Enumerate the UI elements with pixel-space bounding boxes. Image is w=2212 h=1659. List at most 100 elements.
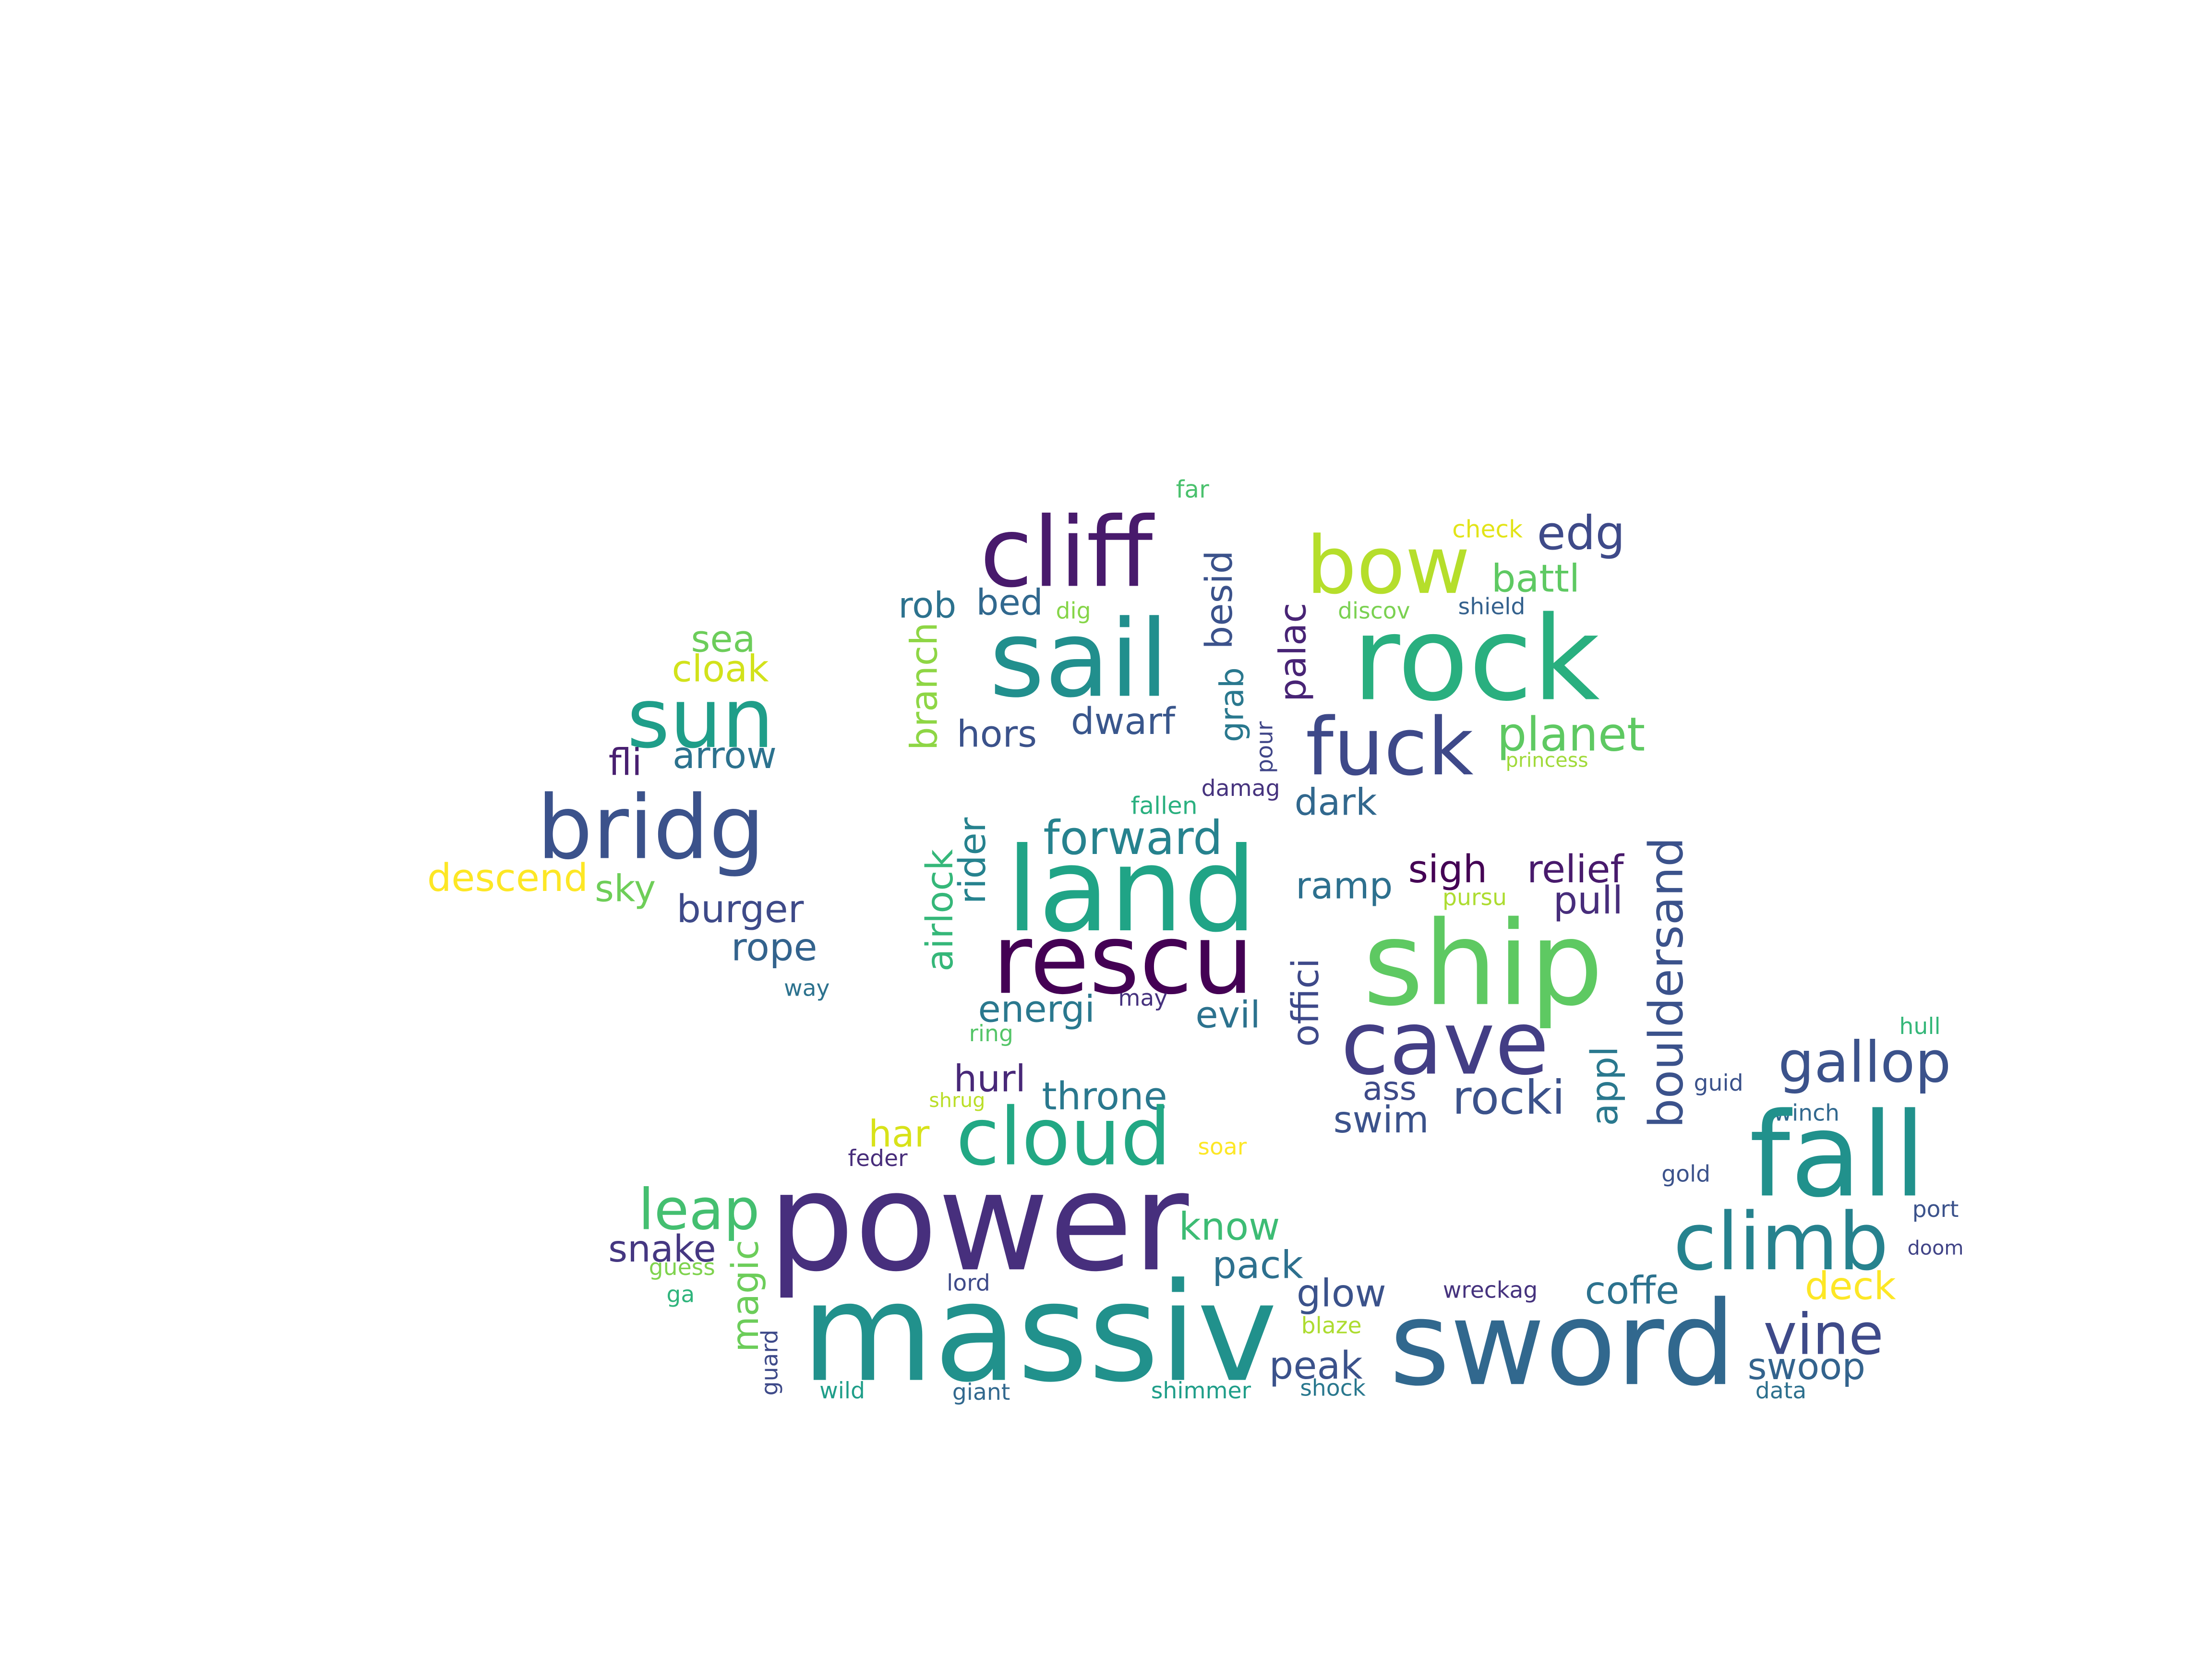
cloud-word-besid: besid bbox=[1198, 550, 1241, 649]
cloud-word-glow: glow bbox=[1297, 1271, 1386, 1315]
cloud-word-rider: rider bbox=[951, 817, 994, 904]
cloud-word-pursu: pursu bbox=[1443, 884, 1507, 911]
cloud-word-bed: bed bbox=[976, 582, 1043, 623]
cloud-word-magic: magic bbox=[724, 1240, 767, 1352]
cloud-word-pour: pour bbox=[1251, 721, 1278, 773]
cloud-word-shrug: shrug bbox=[929, 1089, 985, 1112]
cloud-word-blaze: blaze bbox=[1301, 1312, 1362, 1339]
cloud-word-ship: ship bbox=[1363, 897, 1603, 1032]
cloud-word-shield: shield bbox=[1458, 594, 1526, 620]
cloud-word-hors: hors bbox=[957, 713, 1037, 756]
cloud-word-princess: princess bbox=[1506, 748, 1588, 771]
cloud-word-may: may bbox=[1118, 985, 1167, 1011]
cloud-word-fall: fall bbox=[1749, 1088, 1926, 1223]
cloud-word-ga: ga bbox=[666, 1281, 695, 1308]
cloud-word-shock: shock bbox=[1300, 1375, 1366, 1401]
cloud-word-dark: dark bbox=[1295, 781, 1377, 824]
cloud-word-lord: lord bbox=[947, 1270, 990, 1297]
cloud-word-leap: leap bbox=[638, 1177, 760, 1243]
cloud-word-energi: energi bbox=[978, 988, 1095, 1031]
cloud-word-far: far bbox=[1176, 475, 1209, 504]
cloud-word-ring: ring bbox=[969, 1021, 1013, 1047]
cloud-word-evil: evil bbox=[1195, 994, 1260, 1036]
cloud-word-rock: rock bbox=[1352, 592, 1600, 727]
cloud-word-cliff: cliff bbox=[980, 497, 1155, 609]
cloud-word-discov: discov bbox=[1338, 598, 1410, 625]
cloud-word-port: port bbox=[1912, 1196, 1959, 1223]
cloud-word-sail: sail bbox=[989, 598, 1169, 721]
cloud-word-data: data bbox=[1755, 1378, 1806, 1404]
cloud-word-bow: bow bbox=[1306, 519, 1470, 612]
cloud-word-airlock: airlock bbox=[919, 849, 962, 971]
cloud-word-pull: pull bbox=[1553, 878, 1623, 923]
cloud-word-swim: swim bbox=[1334, 1099, 1429, 1142]
cloud-word-doom: doom bbox=[1907, 1236, 1963, 1259]
cloud-word-massiv: massiv bbox=[801, 1254, 1277, 1412]
cloud-word-ass: ass bbox=[1363, 1070, 1417, 1108]
cloud-word-shimmer: shimmer bbox=[1151, 1378, 1251, 1404]
cloud-word-swoop: swoop bbox=[1747, 1346, 1865, 1388]
cloud-word-rope: rope bbox=[731, 925, 817, 970]
cloud-word-battl: battl bbox=[1491, 556, 1580, 601]
cloud-word-dig: dig bbox=[1056, 598, 1091, 625]
cloud-word-arrow: arrow bbox=[673, 734, 777, 777]
cloud-word-climb: climb bbox=[1673, 1196, 1889, 1288]
cloud-word-sigh: sigh bbox=[1408, 847, 1487, 891]
cloud-word-vine: vine bbox=[1763, 1301, 1883, 1368]
cloud-word-way: way bbox=[784, 975, 830, 1001]
cloud-word-hurl: hurl bbox=[954, 1058, 1026, 1100]
cloud-word-cave: cave bbox=[1341, 993, 1549, 1095]
cloud-word-descend: descend bbox=[427, 855, 588, 900]
cloud-word-winch: winch bbox=[1773, 1100, 1839, 1126]
cloud-word-soar: soar bbox=[1198, 1134, 1247, 1160]
cloud-word-damag: damag bbox=[1202, 775, 1280, 802]
cloud-word-dwarf: dwarf bbox=[1071, 700, 1176, 743]
cloud-word-deck: deck bbox=[1805, 1264, 1896, 1309]
cloud-word-sky: sky bbox=[595, 868, 656, 911]
cloud-word-guard: guard bbox=[757, 1330, 783, 1395]
cloud-word-fuck: fuck bbox=[1306, 701, 1474, 793]
cloud-word-relief: relief bbox=[1527, 847, 1624, 891]
cloud-word-sun: sun bbox=[627, 671, 774, 767]
cloud-word-guid: guid bbox=[1694, 1070, 1743, 1096]
cloud-word-planet: planet bbox=[1497, 708, 1646, 762]
cloud-word-rocki: rocki bbox=[1453, 1070, 1565, 1125]
cloud-word-cloak: cloak bbox=[672, 648, 769, 691]
cloud-word-edg: edg bbox=[1537, 506, 1625, 560]
cloud-word-grab: grab bbox=[1213, 667, 1251, 742]
cloud-word-snake: snake bbox=[608, 1228, 716, 1271]
cloud-word-coffe: coffe bbox=[1585, 1268, 1680, 1312]
cloud-word-palac: palac bbox=[1272, 603, 1314, 702]
cloud-word-pack: pack bbox=[1212, 1242, 1303, 1287]
cloud-word-gallop: gallop bbox=[1778, 1029, 1951, 1095]
cloud-word-know: know bbox=[1179, 1204, 1280, 1249]
cloud-word-wild: wild bbox=[819, 1378, 865, 1404]
cloud-word-power: power bbox=[768, 1143, 1190, 1301]
cloud-word-hull: hull bbox=[1899, 1013, 1940, 1040]
cloud-word-guess: guess bbox=[649, 1254, 715, 1281]
cloud-word-sword: sword bbox=[1389, 1276, 1736, 1412]
cloud-word-har: har bbox=[868, 1113, 930, 1156]
cloud-word-forward: forward bbox=[1043, 811, 1223, 865]
cloud-word-ramp: ramp bbox=[1296, 865, 1393, 908]
cloud-word-appl: appl bbox=[1584, 1046, 1626, 1126]
cloud-word-branch: branch bbox=[903, 622, 946, 750]
cloud-word-rob: rob bbox=[898, 585, 956, 626]
cloud-word-gold: gold bbox=[1661, 1161, 1710, 1187]
cloud-word-burger: burger bbox=[676, 887, 804, 931]
cloud-word-rescu: rescu bbox=[992, 904, 1253, 1016]
cloud-word-cloud: cloud bbox=[956, 1091, 1171, 1183]
cloud-word-giant: giant bbox=[952, 1379, 1010, 1406]
cloud-word-fallen: fallen bbox=[1131, 791, 1198, 819]
cloud-word-offici: offici bbox=[1285, 958, 1327, 1047]
cloud-word-peak: peak bbox=[1269, 1343, 1363, 1388]
cloud-word-fli: fli bbox=[609, 742, 642, 784]
cloud-word-throne: throne bbox=[1042, 1074, 1167, 1118]
cloud-word-land: land bbox=[1006, 823, 1257, 958]
cloud-word-wreckag: wreckag bbox=[1443, 1277, 1538, 1303]
cloud-word-sea: sea bbox=[691, 618, 755, 661]
cloud-word-check: check bbox=[1452, 515, 1523, 543]
cloud-word-bridg: bridg bbox=[537, 777, 765, 879]
